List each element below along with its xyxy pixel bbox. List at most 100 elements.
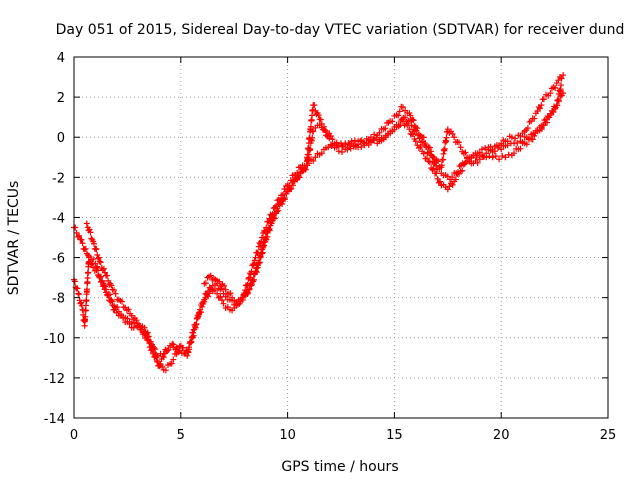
data-point [185,344,192,351]
data-point [262,233,269,240]
data-point [258,234,265,241]
data-point [318,150,325,157]
y-tick-label: -10 [44,332,65,347]
data-point [291,178,298,185]
data-point [410,117,417,124]
data-point [154,352,161,359]
data-series [71,82,565,369]
data-point [402,114,409,121]
data-point [367,134,374,141]
data-point [135,320,142,327]
data-point [466,156,473,163]
data-point [125,306,132,313]
data-point [193,321,200,328]
data-point [114,304,121,311]
data-point [523,141,530,148]
data-point [108,282,115,289]
data-point [255,260,262,267]
data-point [425,158,432,165]
data-point [220,290,227,297]
data-point [404,122,411,129]
data-point [347,145,354,152]
data-point [329,136,336,143]
data-point [270,214,277,221]
data-marks [71,72,567,374]
data-point [170,356,177,363]
data-point [449,130,456,137]
x-tick-label: 5 [177,428,185,443]
data-point [88,235,95,242]
data-point [214,290,221,297]
data-point [508,134,515,141]
data-point [374,140,381,147]
data-point [389,118,396,125]
data-point [74,285,81,292]
data-point [105,292,112,299]
data-point [309,134,316,141]
data-point [269,217,276,224]
data-point [389,127,396,134]
data-point [176,343,183,350]
data-point [547,112,554,119]
data-point [512,135,519,142]
data-point [243,282,250,289]
data-point [202,280,209,287]
data-point [474,159,481,166]
data-point [108,297,115,304]
x-tick-label: 25 [600,428,617,443]
data-point [537,105,544,112]
data-point [449,174,456,181]
data-point [335,142,342,149]
plot-frame [73,56,609,419]
data-point [287,185,294,192]
data-point [412,138,419,145]
y-tick-label: -6 [52,252,65,267]
data-point [251,257,258,264]
data-point [540,96,547,103]
data-point [93,246,100,253]
data-point [524,125,531,132]
data-point [315,112,322,119]
data-point [85,269,92,276]
data-point [470,152,477,159]
data-point [409,116,416,123]
data-point [438,162,445,169]
data-point [179,344,186,351]
data-point [473,154,480,161]
data-point [406,126,413,133]
data-point [552,84,559,91]
data-point [498,146,505,153]
data-point [248,281,255,288]
data-point [100,265,107,272]
data-point [351,137,358,144]
data-point [151,344,158,351]
data-point [444,126,451,133]
x-tick-label: 10 [279,428,296,443]
data-point [339,143,346,150]
data-point [420,150,427,157]
data-point [82,245,89,252]
data-point [307,123,314,130]
data-point [494,144,501,151]
data-point [481,153,488,160]
data-point [145,333,152,340]
data-point [192,324,199,331]
data-point [205,293,212,300]
data-point [97,259,104,266]
data-point [252,268,259,275]
data-point [335,148,342,155]
data-point [311,102,318,109]
data-point [325,144,332,151]
data-point [441,145,448,152]
data-point [435,158,442,165]
data-point [310,128,317,135]
data-point [538,126,545,133]
data-point [126,318,133,325]
data-point [462,149,469,156]
data-point [281,194,288,201]
data-point [420,134,427,141]
data-point [211,286,218,293]
data-point [112,290,119,297]
